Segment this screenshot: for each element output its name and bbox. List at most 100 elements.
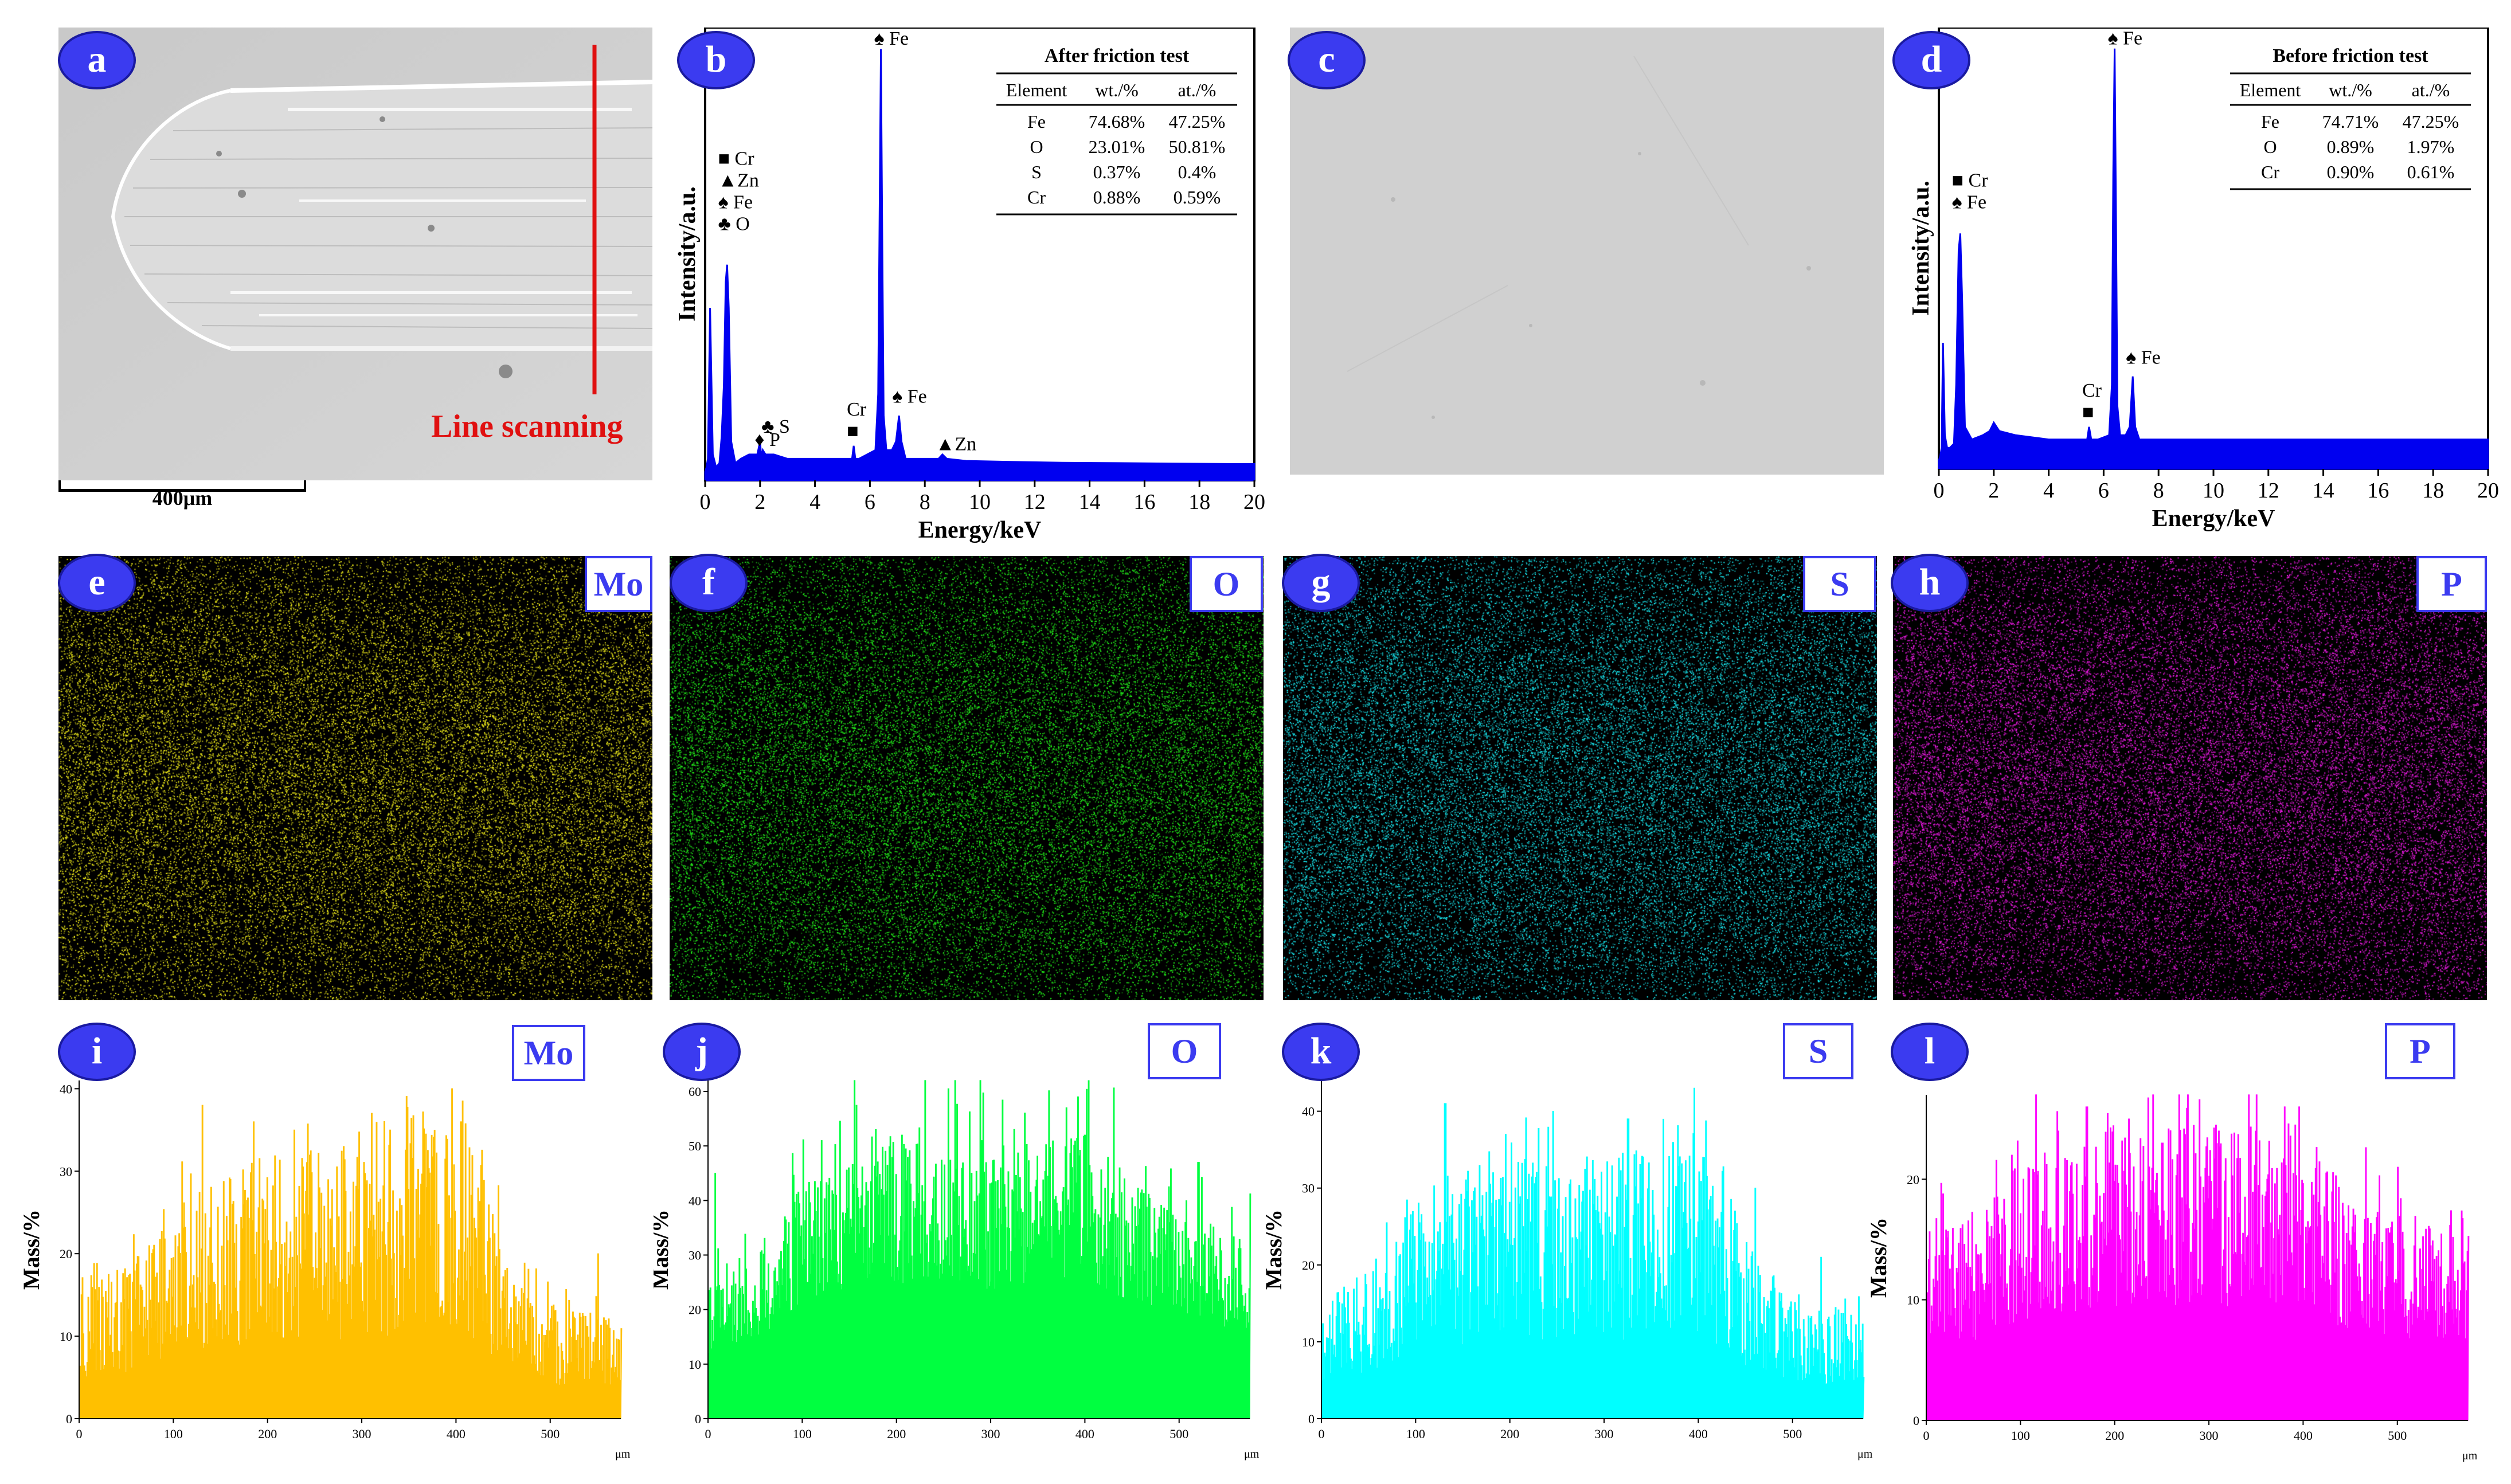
y-tick-label: 40 [60,1082,72,1096]
x-tick-label: 100 [1406,1427,1425,1441]
x-axis-label: Energy/keV [2152,506,2275,532]
x-tick-label: 500 [541,1427,560,1441]
x-tick-label: 4 [2043,479,2054,503]
table-cell: 1.97% [2407,136,2455,157]
x-tick-label: 4 [809,490,820,514]
plot-frame [1938,28,2489,470]
x-tick-label: 2 [754,490,765,514]
x-tick-label: 10 [969,490,991,514]
y-tick-label: 0 [695,1412,701,1426]
x-tick-label: 100 [2011,1428,2030,1443]
panel-label-k: k [1284,1025,1358,1079]
table-header: at./% [2412,80,2450,100]
table-cell: Cr [2261,162,2279,182]
x-tick-label: 6 [2098,479,2109,503]
spectrum-area [704,49,1256,481]
x-tick-label: 100 [164,1427,183,1441]
x-tick-label: 8 [2153,479,2164,503]
y-axis-label: Intensity/a.u. [1908,181,1934,316]
x-tick-label: 300 [981,1427,1000,1441]
table-cell: 74.68% [1089,111,1145,132]
y-tick-label: 10 [689,1357,701,1372]
element-label-o-scan: O [1148,1023,1221,1079]
table-cell: 23.01% [1089,136,1145,157]
table-cell: 0.4% [1178,162,1217,182]
table-title: Before friction test [2273,45,2428,66]
y-tick-label: 30 [1302,1181,1315,1196]
panel-label-f: f [672,556,745,610]
unworn-surface-graphic [1290,28,1884,475]
table-cell: 0.88% [1093,187,1141,207]
peak-label: ♦ P [754,429,780,451]
line-scan-series [1321,1087,1865,1419]
y-tick-label: 20 [1302,1258,1315,1272]
x-tick-label: 200 [887,1427,906,1441]
y-tick-label: 0 [1308,1412,1315,1426]
x-unit-label: μm [1857,1448,1873,1460]
x-tick-label: 16 [2367,479,2389,503]
x-tick-label: 8 [920,490,930,514]
table-header: Element [2240,80,2301,100]
element-label-p-map: P [2416,556,2487,612]
peak-label: ♠ Fe [1951,191,1986,213]
x-tick-label: 100 [793,1427,812,1441]
y-axis-label: Mass/% [1865,1217,1891,1298]
x-tick-label: 12 [1024,490,1046,514]
eds-map-p [1893,556,2487,1000]
peak-label: ♠ Fe [874,28,909,49]
peak-label: Cr [2082,380,2102,401]
scale-bar [58,480,306,492]
eds-spectrum-before-chart: 0 2 4 6 8 10 12 14 16 18 20 Energy/keV Intensity/a.u… [1908,28,2499,532]
x-tick-label: 500 [1170,1427,1188,1441]
x-unit-label: μm [1244,1448,1260,1460]
x-tick-label: 400 [1075,1427,1094,1441]
peak-label: ■ [2082,402,2094,423]
x-tick-label: 400 [1689,1427,1708,1441]
x-tick-label: 500 [1783,1427,1802,1441]
x-tick-label: 0 [700,490,711,514]
x-tick-label: 18 [1188,490,1210,514]
sem-image-worn-surface [58,28,652,480]
x-tick-label: 500 [2388,1428,2407,1443]
table-cell: 0.90% [2327,162,2375,182]
table-cell: S [1031,162,1042,182]
table-cell: O [2263,136,2277,157]
x-tick-label: 300 [353,1427,371,1441]
y-tick-label: 0 [66,1412,72,1426]
table-cell: 0.59% [1174,187,1221,207]
y-tick-label: 20 [689,1303,701,1317]
x-tick-label: 16 [1133,490,1155,514]
panel-label-l: l [1893,1025,1966,1079]
line-scan-annotation: Line scanning [431,409,623,444]
table-cell: 0.89% [2327,136,2375,157]
eds-spectrum-after-chart: 0 2 4 6 8 10 12 14 16 18 20 Energy/keV Intensity/a.u… [674,28,1265,543]
scale-bar-label: 400μm [152,487,213,510]
y-tick-label: 10 [60,1329,72,1344]
peak-label: ♠ Fe [2108,28,2143,49]
element-label-s-map: S [1803,556,1876,612]
panel-label-g: g [1284,556,1358,610]
table-cell: 47.25% [1169,111,1226,132]
y-tick-label: 50 [689,1139,701,1153]
peak-label: ▲Zn [718,170,758,191]
y-tick-label: 30 [60,1164,72,1178]
y-tick-label: 60 [689,1084,701,1099]
table-cell: Cr [1027,187,1046,207]
x-unit-label: μm [2462,1450,2478,1462]
table-header: Element [1006,80,1067,100]
panel-label-c: c [1290,33,1363,87]
x-tick-label: 200 [1500,1427,1519,1441]
x-tick-label: 200 [258,1427,277,1441]
peak-label: ▲Zn [936,433,976,455]
x-axis-label: Energy/keV [918,517,1042,543]
panel-label-d: d [1895,33,1968,87]
x-tick-label: 0 [705,1427,711,1441]
table-cell: Fe [1027,111,1046,132]
peak-label: ♠ Fe [892,386,927,408]
y-tick-label: 40 [1302,1105,1315,1119]
element-label-s-scan: S [1783,1023,1853,1079]
table-cell: 47.25% [2403,111,2459,132]
x-unit-label: μm [615,1448,631,1460]
